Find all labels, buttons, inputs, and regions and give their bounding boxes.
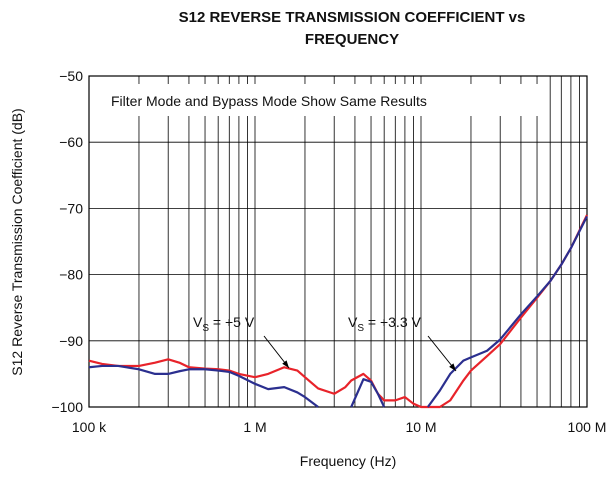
- series-line: [88, 214, 588, 409]
- annotation-box: [103, 84, 543, 116]
- series-line: [88, 364, 319, 408]
- y-axis-label: S12 Reverse Transmission Coefficient (dB…: [9, 108, 25, 375]
- annotation-arrowhead: [449, 363, 456, 371]
- chart-title: FREQUENCY: [305, 31, 399, 48]
- annotation: Filter Mode and Bypass Mode Show Same Re…: [111, 93, 427, 109]
- y-tick-label: −50: [59, 68, 83, 84]
- annotation: VS = +5 V: [193, 314, 255, 334]
- y-tick-label: −70: [59, 200, 83, 216]
- annotation-subscript: S: [357, 323, 364, 334]
- annotation-arrowhead: [282, 360, 289, 368]
- annotation-text: = +3.3 V: [364, 314, 421, 330]
- y-tick-label: −100: [51, 399, 83, 415]
- series-line: [350, 378, 386, 408]
- series-line: [426, 215, 588, 408]
- chart-title: S12 REVERSE TRANSMISSION COEFFICIENT vs: [179, 9, 526, 26]
- plot-frame: [88, 75, 588, 408]
- x-tick-label: 100 M: [568, 419, 607, 435]
- annotation-text: V: [193, 314, 203, 330]
- annotation: VS = +3.3 V: [348, 314, 421, 334]
- y-tick-label: −90: [59, 333, 83, 349]
- y-tick-label: −80: [59, 267, 83, 283]
- annotation-subscript: S: [202, 323, 209, 334]
- x-axis-label: Frequency (Hz): [300, 453, 396, 469]
- annotation-text: V: [348, 314, 358, 330]
- y-tick-label: −60: [59, 134, 83, 150]
- x-tick-label: 1 M: [243, 419, 266, 435]
- x-tick-label: 100 k: [72, 419, 107, 435]
- annotation-text: = +5 V: [209, 314, 255, 330]
- x-tick-label: 10 M: [405, 419, 436, 435]
